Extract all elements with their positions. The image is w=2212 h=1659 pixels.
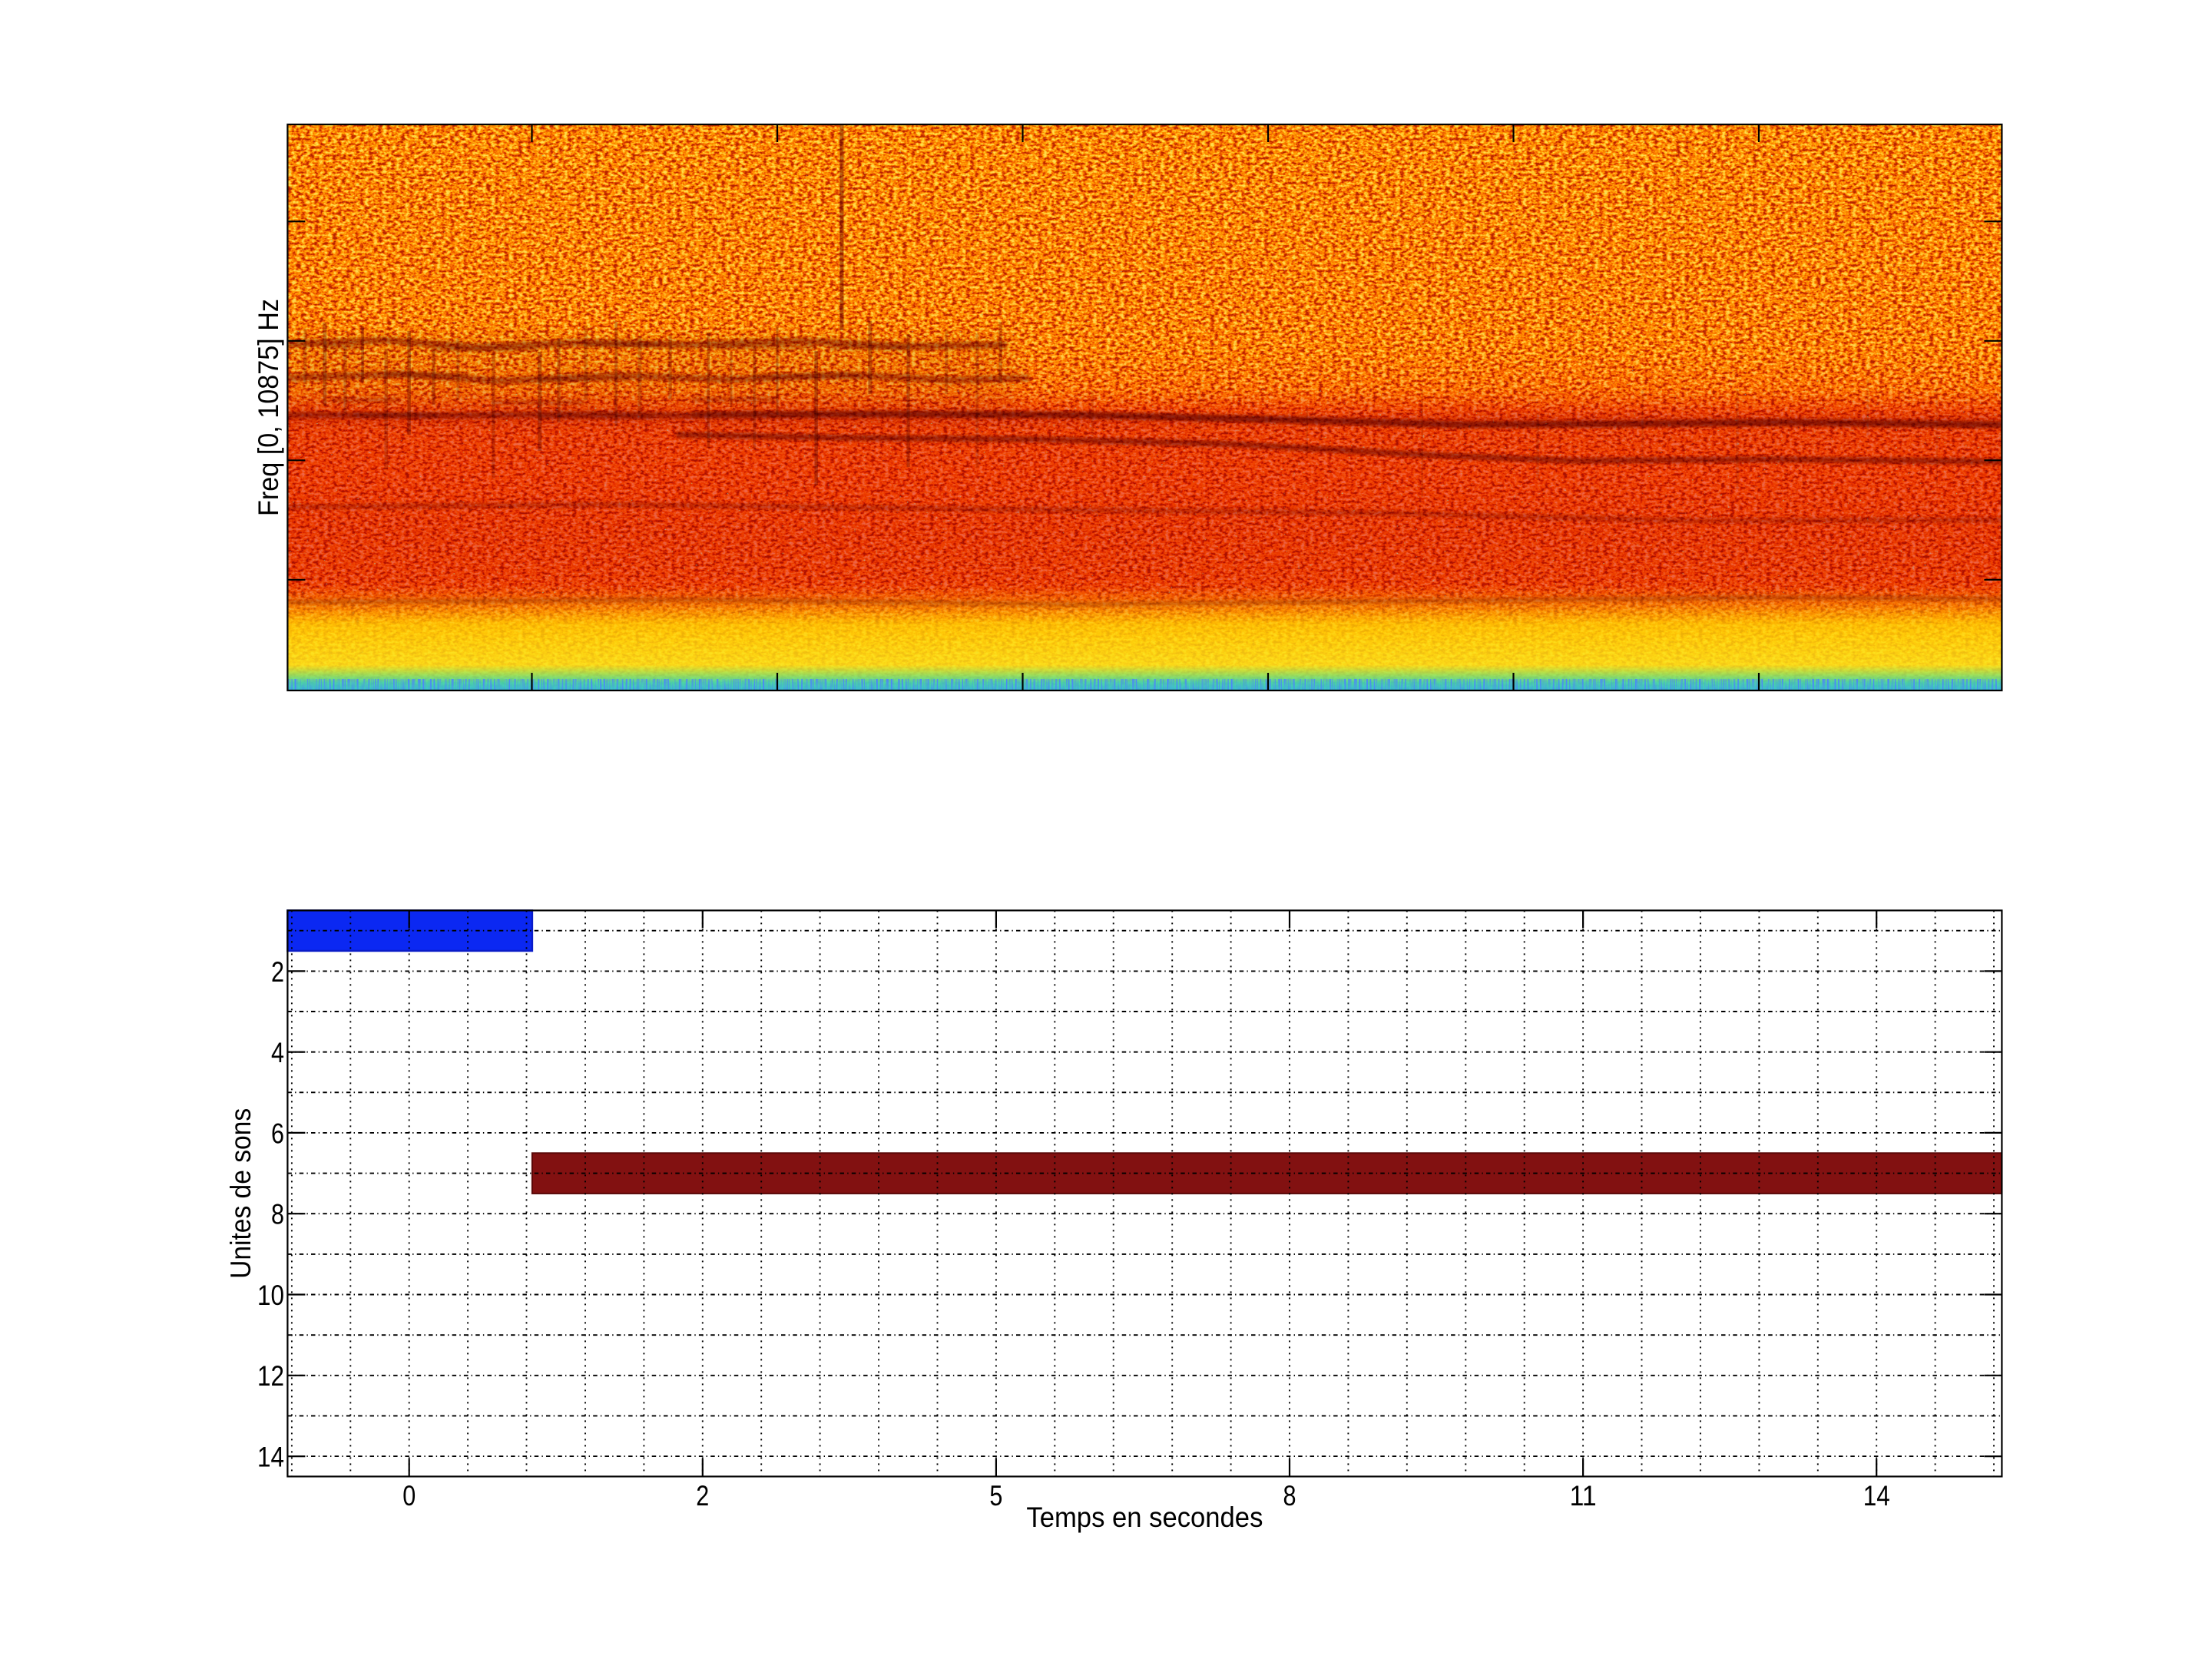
svg-text:14: 14 [1863, 1480, 1890, 1512]
svg-text:Unites de sons: Unites de sons [225, 1108, 257, 1279]
svg-text:12: 12 [257, 1360, 284, 1392]
svg-text:8: 8 [1283, 1480, 1296, 1512]
svg-text:10: 10 [257, 1280, 284, 1311]
svg-text:Freq [0, 10875] Hz: Freq [0, 10875] Hz [253, 299, 284, 516]
svg-text:2: 2 [696, 1480, 709, 1512]
svg-text:2: 2 [271, 956, 284, 988]
svg-text:5: 5 [989, 1480, 1002, 1512]
svg-text:14: 14 [257, 1442, 284, 1473]
svg-text:Temps en secondes: Temps en secondes [1026, 1502, 1263, 1533]
svg-text:8: 8 [271, 1199, 284, 1230]
svg-text:0: 0 [402, 1480, 416, 1512]
svg-text:4: 4 [271, 1037, 284, 1068]
svg-text:11: 11 [1570, 1480, 1597, 1512]
svg-text:6: 6 [271, 1118, 284, 1149]
